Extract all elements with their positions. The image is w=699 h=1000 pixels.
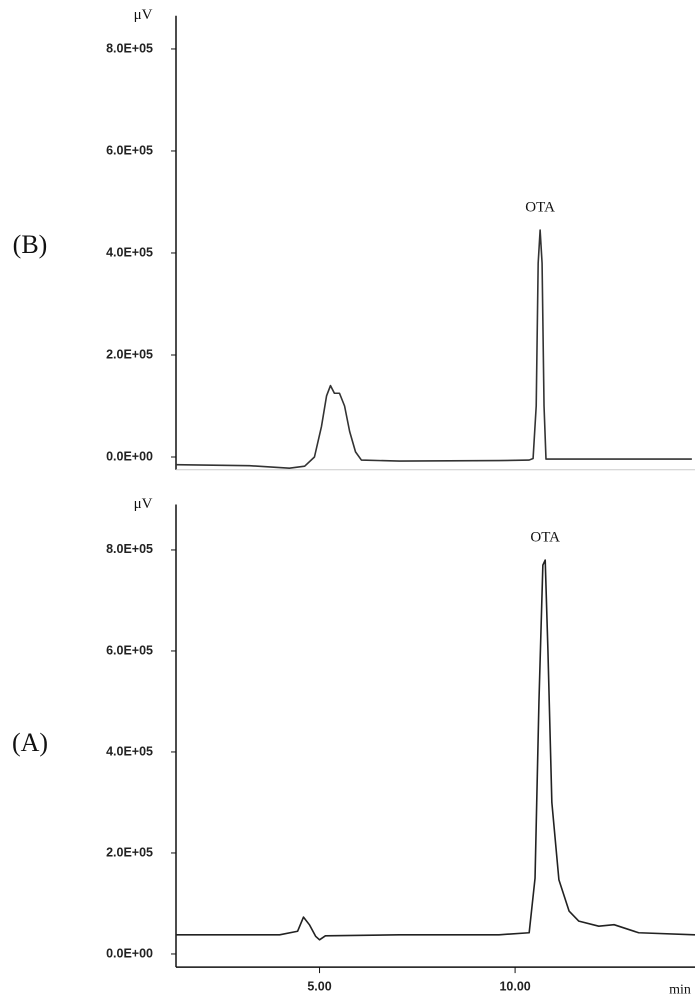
y-tick-label: 8.0E+05 — [106, 542, 153, 556]
y-tick-label: 0.0E+00 — [106, 449, 153, 463]
peak-annotation: OTA — [530, 529, 560, 545]
y-tick-label: 8.0E+05 — [106, 41, 153, 55]
y-axis-label: μV — [134, 7, 153, 23]
x-tick-label: 5.00 — [307, 979, 331, 993]
y-tick-label: 4.0E+05 — [106, 744, 153, 758]
x-axis-label: min — [669, 982, 691, 997]
y-tick-label: 2.0E+05 — [106, 845, 153, 859]
y-tick-label: 4.0E+05 — [106, 245, 153, 259]
x-tick-label: 10.00 — [499, 979, 530, 993]
y-axis-label: μV — [134, 496, 153, 512]
y-tick-label: 6.0E+05 — [106, 643, 153, 657]
y-tick-label: 0.0E+00 — [106, 946, 153, 960]
peak-annotation: OTA — [525, 199, 555, 215]
y-tick-label: 2.0E+05 — [106, 347, 153, 361]
chromatogram-line — [175, 229, 692, 470]
panel-label: (A) — [12, 728, 48, 757]
chromatogram-line — [176, 559, 696, 941]
panel-label: (B) — [13, 230, 48, 259]
y-tick-label: 6.0E+05 — [106, 143, 153, 157]
